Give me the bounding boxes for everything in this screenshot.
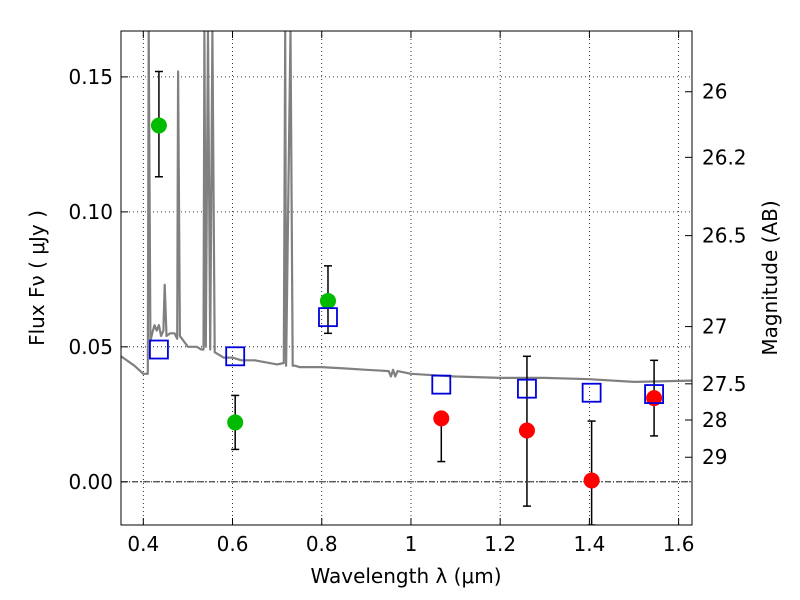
model-square-marker	[517, 378, 537, 399]
detection-point	[227, 414, 244, 431]
model-square-marker	[431, 374, 452, 395]
axes: 0.4 0.6 0.8 1 1.2 1.4 1.6 0.00 0.05 0.10 0.15 26 26.…	[68, 31, 747, 556]
y-tick-label: 0.10	[68, 200, 113, 224]
model-square-marker	[225, 346, 246, 367]
x-tick-label: 0.8	[306, 532, 338, 556]
spectrum-layer	[121, 31, 692, 383]
model-square-marker	[644, 384, 664, 404]
x-tick-label: 1	[405, 532, 418, 556]
model-square-marker	[581, 382, 602, 403]
y-axis-title-right: Magnitude (AB)	[758, 200, 782, 355]
non-detection-point	[518, 422, 535, 439]
magnitude-tick-label: 26	[702, 80, 727, 104]
x-tick-label: 1.4	[573, 532, 605, 556]
y-axis-title-left: Flux Fν ( μJy )	[25, 210, 49, 346]
non-detection-point	[646, 390, 663, 407]
non-detection-point	[433, 410, 450, 427]
y-tick-label: 0.15	[68, 65, 113, 89]
detection-point	[319, 292, 336, 309]
non-detection-point	[583, 472, 600, 489]
detection-point	[150, 117, 167, 134]
x-tick-label: 1.6	[663, 532, 695, 556]
data-marks	[149, 70, 664, 525]
model-square-marker	[149, 339, 169, 360]
magnitude-tick-label: 26.2	[702, 145, 747, 169]
model-square-marker	[318, 307, 338, 328]
magnitude-tick-label: 26.5	[702, 224, 747, 248]
x-axis-title: Wavelength λ (μm)	[310, 564, 501, 588]
magnitude-tick-label: 29	[702, 445, 727, 469]
x-tick-label: 1.2	[484, 532, 516, 556]
magnitude-tick-label: 27	[702, 315, 727, 339]
spectrum-line	[121, 31, 692, 383]
y-tick-label: 0.05	[68, 335, 113, 359]
y-tick-label: 0.00	[68, 470, 113, 494]
x-tick-label: 0.6	[217, 532, 249, 556]
magnitude-tick-label: 27.5	[702, 372, 747, 396]
plot-frame	[120, 30, 693, 526]
magnitude-tick-label: 28	[702, 408, 727, 432]
x-tick-label: 0.4	[127, 532, 159, 556]
